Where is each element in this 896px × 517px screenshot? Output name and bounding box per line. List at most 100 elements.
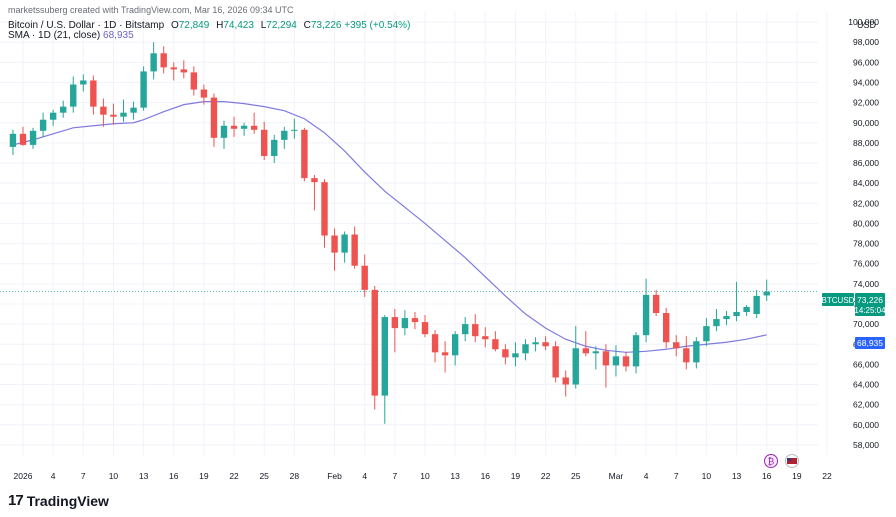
candle-body — [472, 324, 479, 337]
candle-body — [120, 112, 127, 117]
price-axis[interactable]: 58,00060,00062,00064,00066,00068,00070,0… — [848, 17, 879, 450]
candle-body — [391, 317, 399, 329]
candle-body — [39, 119, 47, 131]
candle-body — [713, 319, 720, 327]
sma-name: SMA · 1D (21, close) — [8, 30, 101, 41]
candle-body — [200, 89, 208, 98]
date-tick-label: 19 — [511, 471, 521, 481]
candle-body — [683, 348, 690, 363]
date-tick-label: 16 — [762, 471, 772, 481]
candle-body — [602, 351, 610, 366]
candle-body — [250, 125, 258, 130]
candle-body — [482, 336, 489, 340]
price-tick-label: 98,000 — [853, 37, 879, 47]
currency-label: USD — [857, 20, 877, 30]
candle-body — [522, 344, 529, 354]
sma-legend-value: 68,935 — [103, 30, 134, 41]
candle-body — [763, 291, 770, 296]
candle-body — [663, 313, 670, 343]
candle-body — [673, 342, 680, 349]
sma-tag: 68,935 — [855, 337, 885, 349]
candle-body — [582, 348, 589, 354]
price-tick-label: 76,000 — [853, 259, 879, 269]
symbol-tag-label: BTCUSD — [822, 296, 855, 305]
candle-body — [100, 106, 107, 115]
candle-body — [632, 335, 640, 367]
candle-body — [180, 69, 187, 73]
symbol-legend[interactable]: Bitcoin / U.S. Dollar · 1D · Bitstamp O7… — [8, 20, 410, 31]
candle-body — [291, 129, 298, 131]
price-tick-label: 100,000 — [848, 17, 879, 27]
candle-body — [451, 334, 459, 356]
time-axis[interactable]: 2026 4 7 10 13 16 19 22 25 28 Feb 4 7 10 13 16 19 22 25 Mar… — [14, 471, 832, 481]
date-tick-label: 7 — [392, 471, 397, 481]
date-tick-label: 25 — [571, 471, 581, 481]
change-value: +395 (+0.54%) — [344, 20, 411, 31]
candle-body — [441, 352, 449, 356]
date-tick-label: 4 — [362, 471, 367, 481]
candle-body — [301, 129, 308, 179]
candle-body — [462, 324, 469, 335]
sma-tag-value: 68,935 — [857, 338, 883, 348]
candle-body — [80, 80, 87, 85]
price-tick-label: 86,000 — [853, 158, 879, 168]
candle-body — [542, 342, 549, 347]
candles — [9, 42, 770, 424]
candle-body — [733, 312, 740, 317]
open-label: O — [170, 20, 179, 31]
date-tick-label: Mar — [609, 471, 624, 481]
date-tick-label: 13 — [732, 471, 742, 481]
date-tick-label: 7 — [81, 471, 86, 481]
candle-body — [19, 133, 27, 145]
date-tick-label: 10 — [109, 471, 119, 481]
date-tick-label: 28 — [290, 471, 300, 481]
candle-body — [572, 348, 579, 385]
tradingview-brand[interactable]: 17 TradingView — [8, 492, 109, 509]
price-tick-label: 60,000 — [853, 420, 879, 430]
price-tick-label: 74,000 — [853, 279, 879, 289]
candle-body — [220, 125, 228, 138]
candle-body — [321, 182, 328, 236]
date-tick-label: 16 — [169, 471, 179, 481]
candle-body — [9, 133, 17, 147]
candle-body — [351, 234, 358, 266]
candle-body — [411, 318, 419, 323]
candle-body — [90, 80, 97, 107]
price-tick-label: 96,000 — [853, 57, 879, 67]
date-tick-label: 22 — [229, 471, 239, 481]
price-tick-label: 64,000 — [853, 380, 879, 390]
candle-body — [341, 234, 348, 253]
candle-body — [652, 294, 660, 314]
date-tick-label: 19 — [792, 471, 802, 481]
candle-body — [230, 125, 238, 129]
candle-body — [492, 339, 499, 350]
candle-body — [401, 318, 409, 329]
event-icons[interactable]: ₿ — [764, 454, 799, 468]
candle-body — [150, 53, 157, 72]
candle-body — [502, 349, 509, 358]
candle-body — [642, 294, 650, 336]
price-tick-label: 66,000 — [853, 359, 879, 369]
bitcoin-event-icon[interactable] — [764, 454, 778, 468]
sma-legend[interactable]: SMA · 1D (21, close) 68,935 — [8, 30, 134, 41]
candle-body — [331, 235, 338, 253]
candle-body — [532, 342, 539, 345]
candle-body — [693, 341, 700, 363]
date-tick-label: Feb — [327, 471, 342, 481]
tradingview-logo-icon: 17 — [8, 492, 24, 509]
price-tick-label: 58,000 — [853, 440, 879, 450]
candle-body — [170, 67, 177, 70]
date-tick-label: 19 — [199, 471, 209, 481]
symbol-tag-box — [822, 293, 854, 306]
candle-body — [612, 356, 620, 366]
candle-body — [311, 178, 318, 183]
price-tick-label: 84,000 — [853, 178, 879, 188]
candle-body — [60, 106, 67, 113]
price-tick-label: 62,000 — [853, 400, 879, 410]
date-tick-label: 4 — [51, 471, 56, 481]
date-tick-label: 10 — [420, 471, 430, 481]
price-tick-label: 90,000 — [853, 118, 879, 128]
close-value: 73,226 — [310, 20, 342, 31]
price-tick-label: 94,000 — [853, 77, 879, 87]
